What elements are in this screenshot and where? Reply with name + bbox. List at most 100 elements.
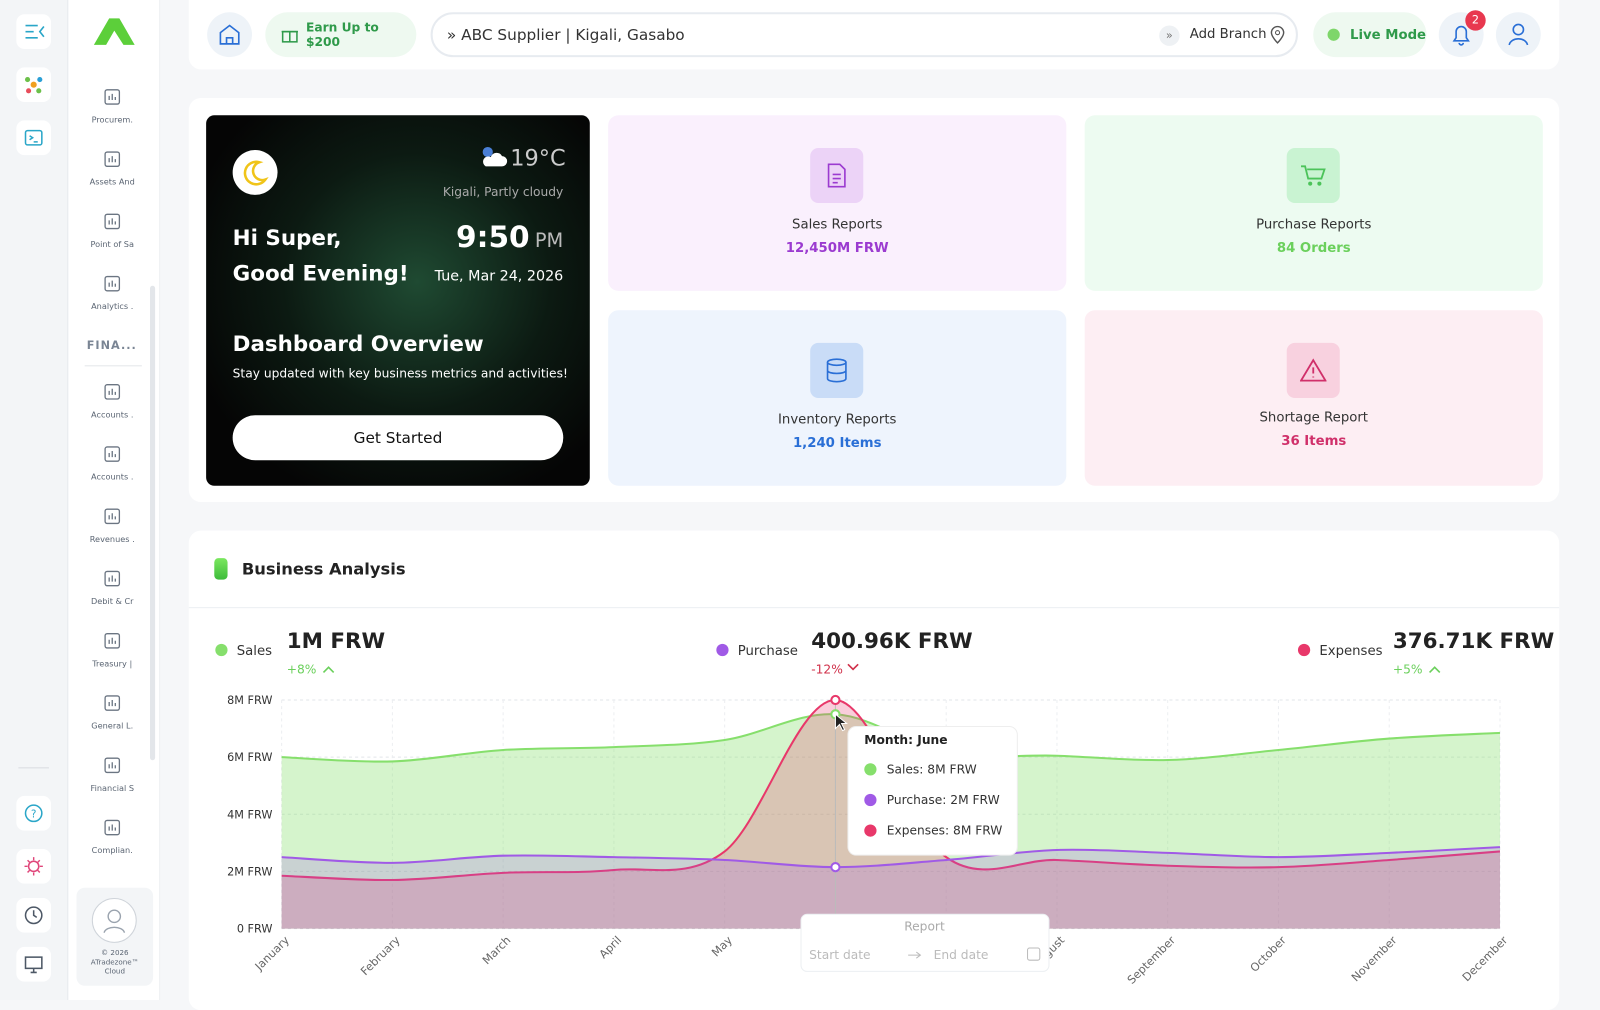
- period: PM: [534, 229, 564, 253]
- pin-icon: [1270, 25, 1285, 44]
- icon-box: [1286, 342, 1340, 398]
- card-value: 1,240 Items: [792, 435, 882, 452]
- nav-label[interactable]: Revenues .: [89, 534, 135, 544]
- y-tick-label: 2M FRW: [227, 866, 272, 879]
- tooltip-dot: [864, 763, 877, 776]
- app-icon[interactable]: [16, 67, 52, 103]
- tooltip-title: Month: June: [864, 733, 947, 747]
- nav-icon: [102, 444, 122, 464]
- nav-icon: [102, 631, 122, 651]
- arrow: [908, 951, 922, 959]
- divider: [18, 767, 49, 769]
- logo: [93, 18, 135, 45]
- get-started[interactable]: Get Started: [232, 415, 564, 461]
- nav-label[interactable]: Debit & Cr: [90, 596, 134, 607]
- nav-icon: [102, 87, 122, 107]
- branch-selector[interactable]: » ABC Supplier | Kigali, Gasabo » Add Br…: [430, 12, 1298, 58]
- icon-box: [1286, 147, 1340, 204]
- icon: [104, 275, 121, 292]
- summary-total: 1M FRW: [287, 629, 385, 654]
- nav-icon: [102, 273, 122, 293]
- divider: [84, 365, 142, 367]
- nav-label[interactable]: Procurem.: [91, 115, 133, 125]
- nav-label[interactable]: Point of Sa: [90, 239, 134, 249]
- report-card[interactable]: Shortage Report 36 Items: [1084, 310, 1543, 486]
- card-value: 12,450M FRW: [785, 240, 889, 257]
- mode-toggle[interactable]: Live Mode: [1313, 12, 1427, 58]
- report-picker[interactable]: Report Start date End date: [800, 913, 1050, 972]
- icon: [243, 160, 269, 186]
- add-branch[interactable]: Add Branch: [1189, 26, 1267, 42]
- nav-label[interactable]: Assets And: [89, 177, 135, 187]
- theme[interactable]: [16, 848, 52, 884]
- location-text: ABC Supplier | Kigali, Gasabo: [461, 25, 685, 44]
- icon: [104, 213, 121, 230]
- icon: [24, 906, 43, 925]
- nav-label[interactable]: Financial S: [90, 783, 135, 793]
- menu-toggle[interactable]: [16, 14, 52, 49]
- section-label: FINA...: [86, 338, 137, 353]
- user-menu[interactable]: [1495, 12, 1541, 58]
- y-tick-label: 8M FRW: [227, 694, 272, 707]
- nav-icon: [102, 693, 122, 713]
- moon-badge: [232, 149, 278, 195]
- nav-icon: [102, 149, 122, 169]
- nav-label[interactable]: Accounts .: [91, 472, 134, 482]
- promo-button[interactable]: Earn Up to $200: [265, 12, 417, 58]
- x-tick-label: January: [252, 933, 292, 973]
- nav-label[interactable]: Treasury |: [92, 659, 133, 669]
- summary-change: +8%: [287, 662, 317, 676]
- promo-text: Earn Up to $200: [305, 20, 379, 49]
- weather: Kigali, Partly cloudy: [442, 184, 564, 199]
- nav-label[interactable]: Analytics .: [91, 302, 134, 312]
- greeting: Good Evening!: [232, 261, 409, 286]
- heading: Dashboard Overview: [232, 331, 484, 357]
- icon: [1301, 165, 1326, 186]
- picker-box: [800, 913, 1050, 972]
- nav-label[interactable]: Accounts .: [91, 410, 134, 420]
- card-value: 36 Items: [1281, 433, 1347, 449]
- x-tick-label: November: [1349, 933, 1400, 984]
- report-card[interactable]: Sales Reports 12,450M FRW: [608, 115, 1067, 291]
- home-button[interactable]: [207, 12, 253, 58]
- profile-card[interactable]: © 2026 ATradezone™ Cloud: [76, 887, 154, 986]
- notifications[interactable]: 2: [1438, 10, 1486, 58]
- report-card[interactable]: Inventory Reports 1,240 Items: [608, 310, 1067, 486]
- x-tick-label: September: [1125, 933, 1178, 986]
- clock: 9:50 PM: [456, 219, 563, 254]
- legend-label: Purchase: [738, 644, 798, 659]
- icon: [826, 358, 847, 383]
- chevrons: »: [446, 25, 462, 44]
- tooltip-box: [847, 726, 1018, 856]
- icon: [103, 909, 126, 933]
- nav-icon: [102, 211, 122, 231]
- mode-dot: [1327, 28, 1340, 41]
- history[interactable]: [16, 897, 52, 933]
- nav-icon: [102, 755, 122, 775]
- legend-label: Sales: [237, 644, 272, 659]
- trend-arrow: [1429, 666, 1441, 674]
- display[interactable]: [16, 946, 52, 982]
- icon: [104, 570, 121, 587]
- icon: [827, 163, 846, 188]
- report-card[interactable]: Purchase Reports 84 Orders: [1084, 115, 1543, 291]
- x-tick-label: April: [597, 934, 624, 961]
- help[interactable]: ?: [16, 795, 52, 831]
- temperature: 19°C: [510, 145, 566, 172]
- summary-change: -12%: [811, 662, 843, 676]
- avatar: [91, 897, 137, 943]
- nav-label[interactable]: General L.: [91, 721, 134, 731]
- terminal-icon[interactable]: [16, 120, 52, 156]
- start-date: Start date: [809, 948, 870, 962]
- tooltip-line: Sales: 8M FRW: [887, 762, 977, 776]
- header: Earn Up to $200 » ABC Supplier | Kigali,…: [188, 0, 1560, 70]
- nav-label[interactable]: Complian.: [91, 845, 133, 856]
- end-date: End date: [934, 948, 989, 962]
- nav-icon: [102, 817, 122, 837]
- icon: ?: [24, 804, 43, 823]
- calendar-icon: [1027, 947, 1041, 961]
- y-tick-label: 0 FRW: [237, 923, 273, 936]
- icon: [1452, 25, 1470, 46]
- greeting: Hi Super,: [232, 225, 342, 250]
- chevron-icon: »: [1159, 25, 1180, 46]
